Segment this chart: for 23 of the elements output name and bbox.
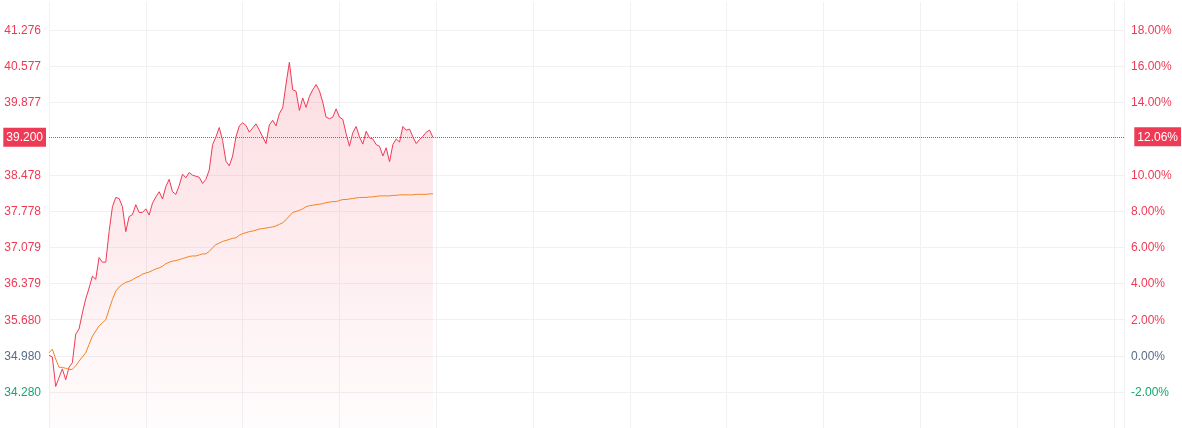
ref-line-label: 39.200 <box>6 130 44 145</box>
y-tick-label: 35.680 <box>4 312 42 327</box>
y2-tick-label: 14.00% <box>1131 95 1173 110</box>
y2-tick-label: 8.00% <box>1131 204 1166 218</box>
y2-tick-label: -2.00% <box>1131 385 1170 400</box>
y2-tick-label: 0.00% <box>1131 348 1166 363</box>
y-tick-label: 40.577 <box>4 59 42 74</box>
y2-tick-label: 10.00% <box>1131 167 1173 182</box>
y-tick-label: 37.079 <box>4 240 42 255</box>
y-tick-label: 34.980 <box>4 348 42 363</box>
y2-tick-label: 16.00% <box>1131 59 1173 74</box>
y-tick-label: 37.778 <box>4 204 42 219</box>
text: 12.06% <box>1137 130 1179 145</box>
y2-tick-label: 2.00% <box>1131 312 1166 327</box>
y-tick-label: 34.280 <box>4 385 42 400</box>
y-tick-label: 39.877 <box>4 95 42 110</box>
y-tick-label: 36.379 <box>4 276 42 291</box>
y2-tick-label: 18.00% <box>1131 22 1173 37</box>
y2-tick-label: 4.00% <box>1131 276 1166 291</box>
y-tick-label: 41.276 <box>4 22 42 37</box>
y-tick-label: 38.478 <box>4 167 42 182</box>
y2-tick-label: 6.00% <box>1131 240 1166 255</box>
line-series <box>48 193 434 370</box>
